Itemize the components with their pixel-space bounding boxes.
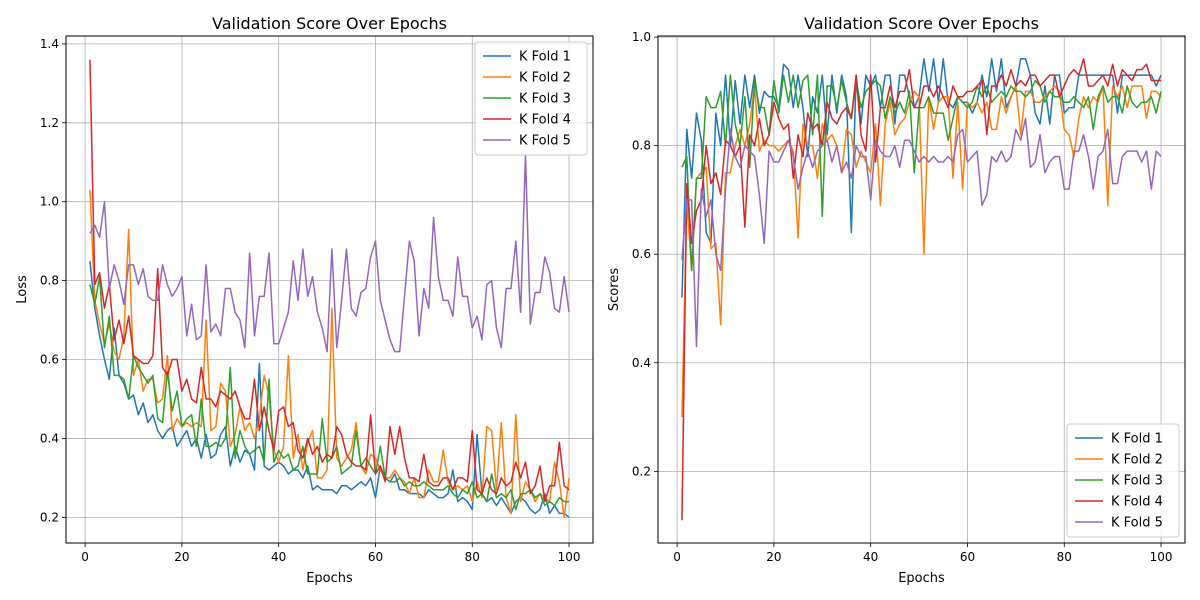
scores-chart-ytick-label: 0.2: [632, 464, 651, 478]
scores-chart-legend-box: [1066, 423, 1180, 538]
scores-chart-legend: K Fold 1 K Fold 2 K Fold 3 K Fold 4 K Fold 5: [1066, 423, 1180, 538]
scores-chart-series-3: [681, 74, 1162, 272]
loss-chart-ytick-label: 0.2: [40, 510, 59, 524]
loss-chart-ytick-label: 1.0: [40, 195, 59, 209]
loss-chart-legend-label: K Fold 3: [519, 92, 571, 107]
scores-chart-legend-label: K Fold 2: [1111, 453, 1163, 468]
loss-chart-legend-box: [474, 41, 588, 156]
scores-chart-legend-label: K Fold 1: [1111, 432, 1163, 447]
scores-chart-series-2: [681, 85, 1162, 418]
scores-chart-legend-label: K Fold 4: [1111, 495, 1163, 510]
loss-chart-ticks: 0 20 40 60 80 100 0.2 0.4 0.6 0.8 1.0 1.2 1.4: [40, 37, 581, 564]
loss-chart-series: [89, 59, 570, 519]
scores-chart-legend-label: K Fold 3: [1111, 474, 1163, 489]
loss-chart-ytick-label: 0.4: [40, 431, 59, 445]
scores-chart-ylabel: Scores: [607, 268, 622, 311]
scores-chart-frame: [657, 35, 1186, 544]
loss-chart-title: Validation Score Over Epochs: [212, 14, 447, 33]
loss-chart-frame: [65, 35, 594, 544]
loss-chart: Validation Score Over Epochs 0 20 40 60 80 10…: [15, 14, 594, 586]
scores-chart-xtick-label: 0: [673, 550, 681, 564]
loss-chart-xtick-label: 80: [465, 550, 480, 564]
loss-chart-xlabel: Epochs: [306, 571, 353, 586]
scores-chart-ytick-label: 0.8: [632, 139, 651, 153]
scores-chart-ytick-label: 0.6: [632, 247, 651, 261]
scores-chart: Validation Score Over Epochs 0 20 40 60 80 10…: [607, 14, 1186, 586]
loss-chart-ytick-label: 0.6: [40, 353, 59, 367]
loss-chart-series-1: [89, 260, 570, 518]
scores-chart-xtick-label: 100: [1150, 550, 1173, 564]
scores-chart-series-1: [681, 58, 1162, 298]
loss-chart-xtick-label: 60: [368, 550, 383, 564]
loss-chart-series-5: [89, 153, 570, 353]
loss-chart-xtick-label: 20: [174, 550, 189, 564]
scores-chart-xtick-label: 20: [766, 550, 781, 564]
loss-chart-legend-label: K Fold 1: [519, 50, 571, 65]
loss-chart-legend: K Fold 1 K Fold 2 K Fold 3 K Fold 4 K Fold 5: [474, 41, 588, 156]
loss-chart-xtick-label: 0: [81, 550, 89, 564]
scores-chart-series-4: [681, 58, 1162, 521]
scores-chart-xtick-label: 40: [863, 550, 878, 564]
loss-chart-ytick-label: 0.8: [40, 274, 59, 288]
scores-chart-series-5: [681, 117, 1162, 348]
loss-chart-ylabel: Loss: [15, 275, 30, 304]
loss-chart-series-3: [89, 275, 570, 511]
loss-chart-xtick-label: 100: [558, 550, 581, 564]
scores-chart-xlabel: Epochs: [898, 571, 945, 586]
scores-chart-legend-label: K Fold 5: [1111, 516, 1163, 531]
scores-chart-series: [681, 58, 1162, 521]
scores-chart-ticks: 0 20 40 60 80 100 0.2 0.4 0.6 0.8 1.0: [632, 30, 1173, 564]
loss-chart-ytick-label: 1.2: [40, 116, 59, 130]
loss-chart-legend-label: K Fold 5: [519, 134, 571, 149]
scores-chart-title: Validation Score Over Epochs: [804, 14, 1039, 33]
scores-chart-xtick-label: 60: [960, 550, 975, 564]
loss-chart-legend-label: K Fold 2: [519, 71, 571, 86]
loss-chart-series-4: [89, 59, 570, 503]
scores-chart-ytick-label: 1.0: [632, 30, 651, 44]
scores-chart-grid: [658, 36, 1185, 543]
scores-chart-ytick-label: 0.4: [632, 356, 651, 370]
scores-chart-xtick-label: 80: [1057, 550, 1072, 564]
loss-chart-legend-label: K Fold 4: [519, 113, 571, 128]
loss-chart-xtick-label: 40: [271, 550, 286, 564]
loss-chart-ytick-label: 1.4: [40, 37, 59, 51]
